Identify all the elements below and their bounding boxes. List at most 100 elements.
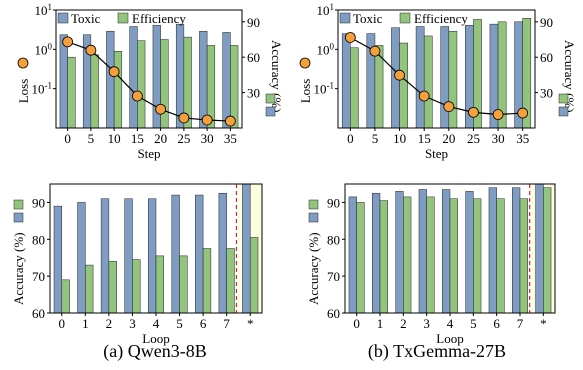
efficiency-axis-marker (308, 199, 319, 210)
bar-toxic (222, 32, 231, 129)
y-tick-label: 90 (327, 195, 340, 210)
legend-label-efficiency: Efficiency (414, 11, 468, 26)
bar-efficiency (449, 198, 458, 314)
legend-label-toxic: Toxic (353, 11, 383, 26)
y-tick-label: 10-1 (314, 81, 335, 97)
bar-efficiency (473, 198, 482, 314)
bar-toxic (395, 191, 404, 314)
bar-toxic (440, 26, 450, 129)
bar-efficiency (249, 237, 259, 314)
panel-qwen-loop-accuracy: 0 1 2 3 4 5 6 7 * 60 70 80 90 Accuracy (%) Loop (11, 183, 263, 346)
x-tick-label: 15 (131, 131, 144, 146)
plot-frame (337, 9, 536, 129)
x-tick-label: 5 (88, 131, 95, 146)
bar-efficiency (85, 264, 94, 314)
y-axis-label: Accuracy (%) (11, 232, 26, 305)
bar-efficiency (350, 47, 359, 129)
legend-label-efficiency: Efficiency (132, 11, 186, 26)
y-tick-label: 100 (317, 41, 335, 57)
bar-toxic (535, 183, 544, 314)
y-tick-label: 101 (317, 2, 335, 18)
bar-toxic (77, 202, 86, 314)
x-tick-label: 5 (372, 131, 379, 146)
y2-tick-label: 90 (540, 15, 553, 30)
y-tick-label: 90 (32, 195, 45, 210)
y-tick-label: 70 (327, 269, 340, 284)
x-tick-label: 0 (64, 131, 71, 146)
x-tick-label: 20 (442, 131, 455, 146)
bar-efficiency (132, 259, 141, 314)
loss-legend-marker (299, 57, 311, 69)
y2-tick-label: 90 (247, 15, 260, 30)
bar-toxic (171, 194, 180, 314)
loss-point (468, 106, 479, 118)
x-tick-label: 10 (108, 131, 121, 146)
x-tick-label: 6 (200, 316, 207, 331)
bar-toxic (124, 198, 133, 314)
x-tick-label: 15 (418, 131, 431, 146)
bar-toxic (218, 192, 227, 314)
bar-efficiency (356, 202, 365, 314)
x-tick-label: 1 (377, 316, 384, 331)
bar-toxic (372, 192, 381, 314)
loss-point (492, 109, 504, 120)
caption-b: (b) TxGemma-27B (368, 341, 506, 362)
loss-point (418, 90, 430, 102)
bar-efficiency (179, 255, 188, 314)
y-tick-label: 80 (32, 232, 45, 247)
legend-swatch-efficiency (117, 12, 129, 24)
bar-efficiency (67, 56, 76, 129)
y-axis-label: Loss (298, 79, 313, 104)
bar-toxic (100, 198, 110, 314)
loss-point (131, 90, 143, 102)
bar-efficiency (155, 255, 165, 314)
efficiency-axis-marker (265, 93, 276, 104)
bar-efficiency (108, 261, 117, 314)
efficiency-axis-marker (13, 199, 24, 210)
bar-efficiency (399, 42, 408, 129)
x-tick-label: * (540, 316, 547, 331)
x-axis-label: Loop (142, 331, 169, 346)
loss-point (517, 107, 529, 119)
legend-swatch-toxic (339, 12, 351, 24)
bar-efficiency (379, 200, 388, 314)
bar-toxic (341, 33, 351, 129)
loss-point (155, 103, 167, 115)
bar-toxic (242, 183, 251, 314)
loss-point (224, 115, 236, 127)
bar-efficiency (61, 279, 70, 314)
x-tick-label: 25 (467, 131, 480, 146)
bar-efficiency (448, 30, 458, 129)
toxic-axis-marker (13, 212, 24, 223)
x-axis-label: Loop (436, 331, 463, 346)
bar-toxic (59, 34, 68, 129)
x-tick-label: 0 (353, 316, 360, 331)
bar-efficiency (423, 35, 433, 129)
bar-toxic (147, 198, 157, 314)
bar-toxic (129, 26, 138, 129)
y-axis-label: Accuracy (%) (306, 232, 321, 305)
bar-toxic (195, 194, 204, 314)
bar-toxic (348, 196, 357, 314)
x-tick-label: 35 (516, 131, 529, 146)
bar-toxic (512, 187, 521, 314)
bar-toxic (442, 189, 451, 314)
x-tick-label: 5 (470, 316, 477, 331)
toxic-axis-marker (308, 212, 319, 223)
bar-toxic (418, 189, 427, 314)
bar-efficiency (202, 248, 212, 314)
x-tick-label: 5 (176, 316, 183, 331)
y-tick-label: 60 (32, 306, 45, 321)
loss-point (443, 101, 455, 112)
x-tick-label: 3 (423, 316, 430, 331)
y2-tick-label: 30 (247, 86, 260, 101)
bar-efficiency (403, 196, 412, 314)
legend-swatch-toxic (57, 12, 69, 24)
x-tick-label: 0 (347, 131, 354, 146)
loss-point (85, 44, 97, 56)
bar-efficiency (230, 45, 239, 129)
loss-point (62, 36, 74, 48)
x-tick-label: 4 (153, 316, 160, 331)
